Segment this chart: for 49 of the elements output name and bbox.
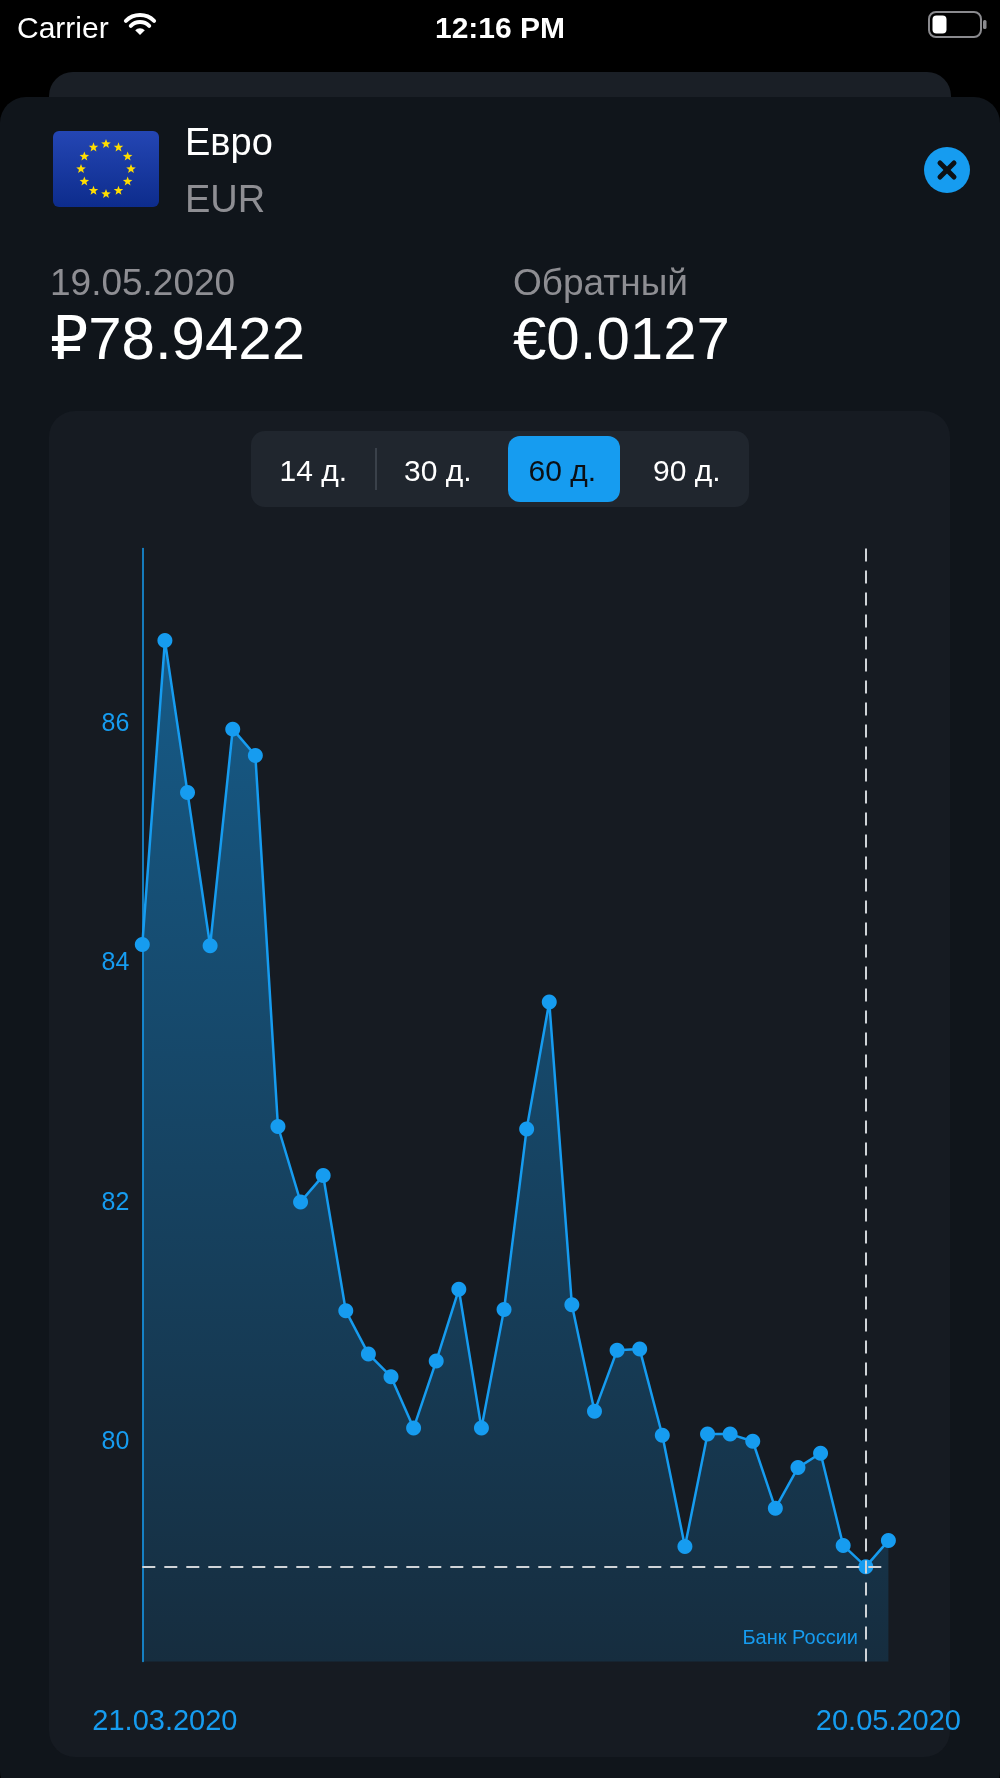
y-tick-label: 80 bbox=[101, 1426, 130, 1455]
point bbox=[813, 1445, 829, 1461]
annotation: Банк России bbox=[742, 1626, 858, 1648]
point bbox=[134, 937, 150, 953]
y-tick-label: 82 bbox=[101, 1186, 130, 1215]
point bbox=[157, 633, 173, 649]
point bbox=[360, 1346, 376, 1362]
point bbox=[745, 1433, 761, 1449]
text: €0.0127 bbox=[513, 305, 730, 373]
y-tick-label: 84 bbox=[101, 947, 130, 976]
text: ₽78.9422 bbox=[50, 305, 306, 373]
point bbox=[428, 1353, 444, 1369]
point bbox=[835, 1537, 851, 1553]
point bbox=[541, 994, 557, 1010]
point bbox=[767, 1500, 783, 1516]
point bbox=[632, 1341, 648, 1357]
point bbox=[677, 1539, 693, 1555]
point bbox=[790, 1460, 806, 1476]
point bbox=[587, 1403, 602, 1419]
point bbox=[225, 721, 241, 737]
point bbox=[654, 1427, 670, 1443]
segmented-control[interactable]: 14 д. 30 д. 60 д. 90 д. bbox=[251, 431, 749, 507]
point bbox=[247, 747, 263, 763]
point bbox=[722, 1426, 738, 1442]
point bbox=[519, 1121, 535, 1137]
point bbox=[406, 1420, 422, 1436]
point bbox=[564, 1297, 580, 1313]
point bbox=[451, 1281, 467, 1297]
point bbox=[270, 1119, 286, 1134]
x-tick-label: 20.05.2020 bbox=[815, 1704, 961, 1736]
text: Обратный bbox=[513, 261, 688, 303]
point bbox=[202, 938, 218, 954]
text: 12:16 PM bbox=[434, 10, 566, 44]
text: 19.05.2020 bbox=[50, 261, 236, 303]
point bbox=[700, 1426, 716, 1442]
point bbox=[293, 1194, 309, 1210]
chart-title: Евро bbox=[185, 120, 273, 163]
point bbox=[338, 1303, 354, 1319]
point bbox=[473, 1420, 489, 1436]
point bbox=[609, 1342, 625, 1358]
chart-subtitle: EUR bbox=[185, 177, 266, 220]
point bbox=[880, 1533, 896, 1549]
text: Carrier bbox=[17, 10, 109, 44]
point bbox=[180, 785, 196, 801]
x-tick-label: 21.03.2020 bbox=[92, 1704, 238, 1736]
point bbox=[315, 1168, 331, 1184]
y-tick-label: 86 bbox=[101, 707, 130, 736]
point bbox=[383, 1369, 399, 1385]
point bbox=[496, 1302, 512, 1318]
